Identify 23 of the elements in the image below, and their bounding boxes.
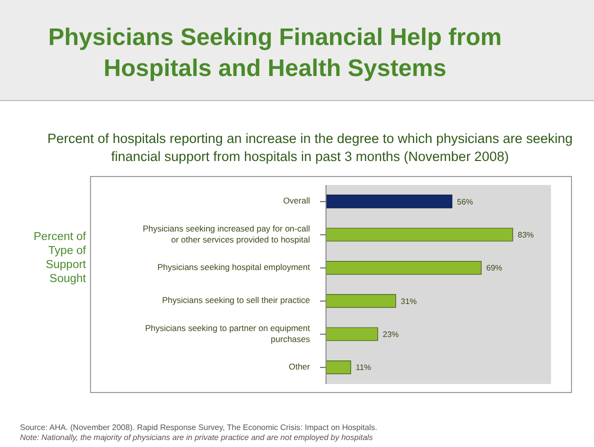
bar	[326, 360, 352, 374]
data-label: 11%	[356, 363, 372, 372]
data-label: 31%	[400, 296, 417, 306]
y-tick-label: Physicians seeking hospital employment	[157, 262, 311, 272]
text: Note: Nationally, the majority of physicians are in private practice and are not employed by hospitals	[20, 433, 374, 443]
bar	[326, 294, 396, 308]
y-tick-label: Overall	[283, 196, 310, 206]
data-label: 83%	[518, 230, 534, 240]
bar	[326, 228, 514, 242]
y-tick-label: Other	[288, 362, 310, 372]
chart-subtitle: Percent of hospitals reporting an increase in the degree to which physicians are seeking financial support from hospitals in past 3 months (November 2008)	[46, 130, 574, 166]
bar	[326, 327, 378, 341]
y-tick-label: Physicians seeking to sell their practice	[162, 295, 310, 306]
data-label: 23%	[382, 330, 399, 339]
y-tick-label: Physicians seeking to partner on equipment purchases	[145, 323, 311, 344]
data-label: 56%	[457, 197, 474, 206]
chart-title: Physicians Seeking Financial Help from Hospitals and Health Systems	[47, 23, 503, 84]
data-label: 69%	[486, 264, 502, 273]
bar	[326, 194, 452, 208]
bar	[326, 260, 482, 275]
source-note: Source: AHA. (November 2008). Rapid Response Survey, The Economic Crisis: Impact on Hospitals.	[20, 423, 378, 433]
y-axis-title: Percent of Type of Support Sought	[32, 230, 86, 286]
y-tick-label: Physicians seeking increased pay for on-call or other services provided to hospital	[142, 224, 310, 244]
